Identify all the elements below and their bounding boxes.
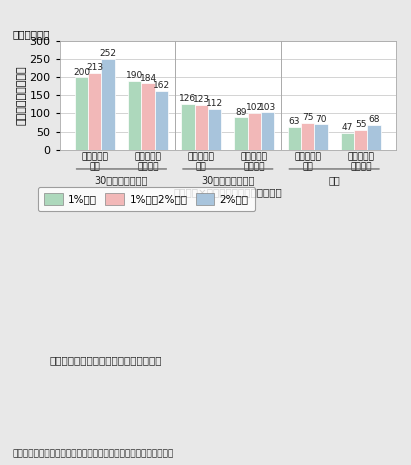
Text: 70: 70 xyxy=(315,114,327,124)
Text: 213: 213 xyxy=(86,63,104,72)
Bar xyxy=(367,125,381,150)
Text: 63: 63 xyxy=(289,117,300,126)
Text: （ポイント）: （ポイント） xyxy=(12,29,50,40)
Text: 55: 55 xyxy=(355,120,367,129)
Text: 75: 75 xyxy=(302,113,313,122)
Bar xyxy=(155,91,168,150)
Bar xyxy=(194,105,208,150)
Bar xyxy=(248,113,261,150)
Text: （出典）「地域の情報化への取組と地域活性化に関する調査研究」: （出典）「地域の情報化への取組と地域活性化に関する調査研究」 xyxy=(12,449,173,458)
Bar xyxy=(341,133,354,150)
Text: 30万人未満の市区: 30万人未満の市区 xyxy=(201,175,254,186)
Bar xyxy=(208,109,221,150)
Text: 予算全体に占める情報化関連予算の割合: 予算全体に占める情報化関連予算の割合 xyxy=(49,355,162,365)
Bar xyxy=(314,124,328,150)
Bar xyxy=(354,130,367,150)
Text: 190: 190 xyxy=(126,71,143,80)
Text: 184: 184 xyxy=(139,73,157,82)
Text: 89: 89 xyxy=(236,108,247,117)
Text: 123: 123 xyxy=(193,95,210,105)
Bar xyxy=(128,81,141,150)
Text: 103: 103 xyxy=(259,103,276,112)
Bar xyxy=(181,104,194,150)
Bar xyxy=(88,73,102,150)
Bar xyxy=(234,118,248,150)
Bar xyxy=(102,59,115,150)
Text: 162: 162 xyxy=(153,81,170,91)
Text: 252: 252 xyxy=(99,49,117,58)
Bar xyxy=(141,83,155,150)
Text: 126: 126 xyxy=(179,94,196,103)
Bar xyxy=(261,113,274,150)
Y-axis label: ＩＣＴ総合活用指標: ＩＣＴ総合活用指標 xyxy=(17,66,27,125)
Text: 町村: 町村 xyxy=(328,175,340,186)
Text: 112: 112 xyxy=(206,100,223,108)
Bar xyxy=(288,127,301,150)
Text: 47: 47 xyxy=(342,123,353,132)
Bar xyxy=(301,122,314,150)
Text: 30万人以上の市区: 30万人以上の市区 xyxy=(95,175,148,186)
Text: 人口規模×近隣市区町村との広域連携: 人口規模×近隣市区町村との広域連携 xyxy=(173,187,282,197)
Text: 68: 68 xyxy=(368,115,380,124)
Text: 200: 200 xyxy=(73,68,90,77)
Text: 102: 102 xyxy=(246,103,263,112)
Bar xyxy=(75,78,88,150)
Legend: 1%未満, 1%以上2%未満, 2%以上: 1%未満, 1%以上2%未満, 2%以上 xyxy=(38,187,255,211)
